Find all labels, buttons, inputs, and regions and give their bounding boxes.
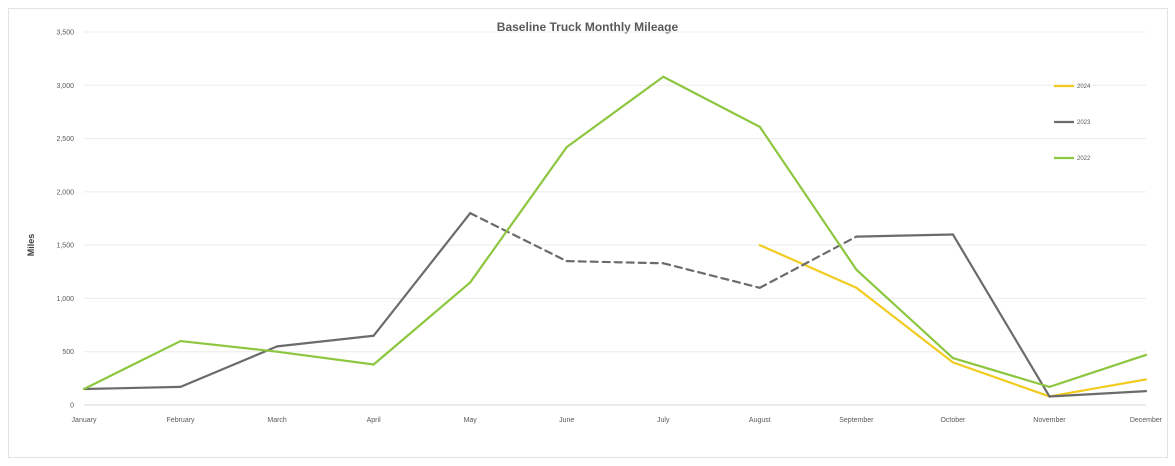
series-2023-segment [662,262,761,289]
x-tick-label: May [464,417,478,424]
y-tick-label: 2,000 [56,189,74,196]
x-tick-label: January [72,417,97,424]
series-2024-segment [951,361,1051,398]
series-2022-segment [275,350,375,366]
y-tick-label: 0 [70,403,74,410]
y-tick-label: 3,500 [56,30,74,37]
series-2023-segment [372,212,472,337]
series-2024-segment [855,286,955,364]
x-tick-label: March [267,417,287,424]
series-2023-segment [275,334,375,348]
x-tick-label: December [1130,417,1163,424]
y-tick-label: 1,000 [56,296,74,303]
series-2022-segment [82,339,182,391]
legend-label-2024: 2024 [1077,84,1091,90]
y-tick-label: 1,500 [56,243,74,250]
series-2024-segment [1048,378,1148,398]
series-2022-segment [1048,353,1148,388]
series-2022-segment [372,281,472,366]
y-tick-label: 500 [62,349,74,356]
x-tick-label: October [940,417,966,424]
series-2023-segment [758,235,858,289]
series-2022-segment [469,145,568,284]
x-tick-label: November [1033,417,1066,424]
series-2024-segment [758,244,858,289]
series-2022-segment [951,357,1051,388]
series-2022-segment [855,268,955,360]
series-2022-segment [565,75,665,149]
x-tick-label: August [749,417,771,424]
chart-frame [8,8,1168,458]
x-tick-label: April [367,417,381,424]
series-2022-segment [758,125,858,271]
legend-label-2022: 2022 [1077,156,1091,162]
series-2023-segment [1048,390,1148,398]
x-tick-label: June [559,417,574,424]
x-tick-label: July [657,417,670,424]
y-axis-label: Miles [26,234,36,257]
series-2023-segment [951,233,1051,398]
series-2022-segment [662,75,761,128]
x-tick-label: September [839,417,874,424]
series-2023-segment [179,345,279,388]
series-2023-segment [469,212,568,263]
series-2023-segment [82,385,182,391]
series-2023-segment [855,233,955,238]
y-tick-label: 2,500 [56,136,74,143]
legend-label-2023: 2023 [1077,120,1091,126]
series-2023-segment [565,260,665,265]
y-tick-label: 3,000 [56,83,74,90]
x-tick-label: February [167,417,196,424]
chart-title: Baseline Truck Monthly Mileage [496,20,679,34]
series-2022-segment [179,339,279,353]
